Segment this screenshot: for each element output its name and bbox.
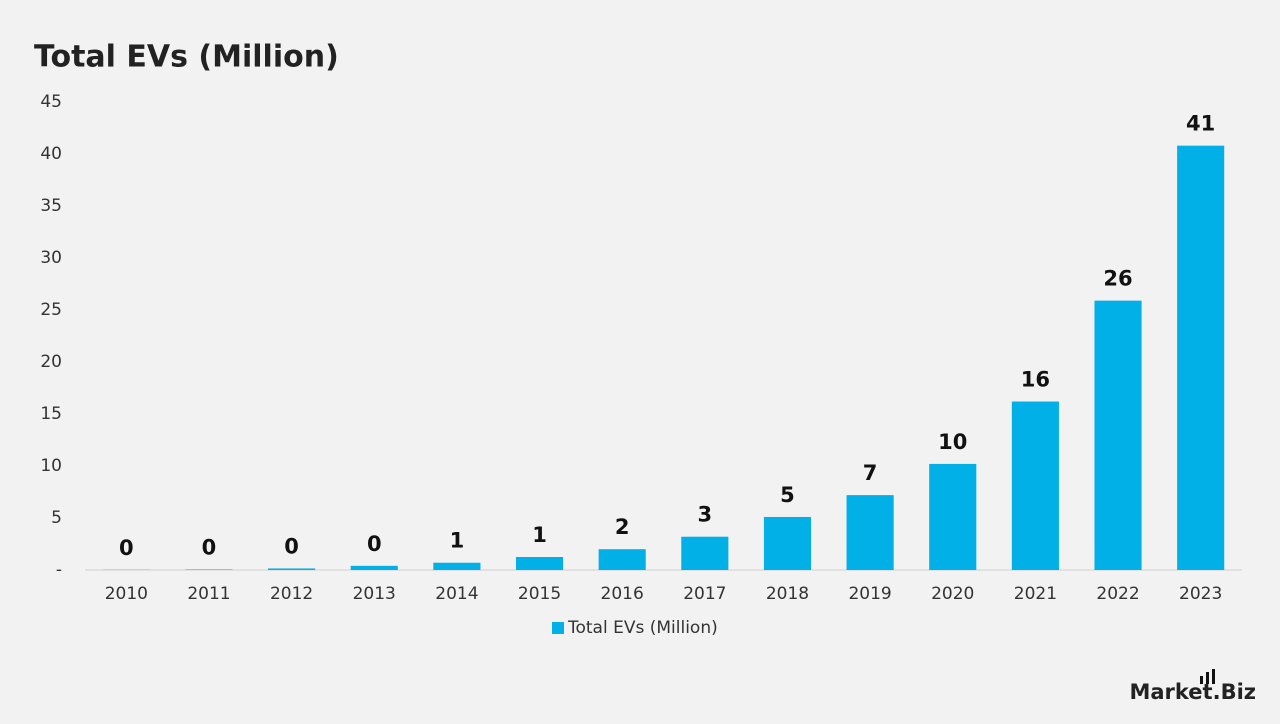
value-label: 0: [202, 535, 217, 559]
x-tick-label: 2018: [766, 584, 809, 604]
logo: Market.Biz: [1129, 669, 1256, 704]
x-tick-label: 2013: [353, 584, 396, 604]
bar: [1012, 402, 1059, 570]
value-label: 1: [532, 523, 547, 547]
value-label: 1: [450, 529, 465, 553]
y-tick-label: 30: [40, 248, 62, 268]
y-tick-label: 5: [51, 508, 62, 528]
x-tick-label: 2014: [435, 584, 478, 604]
chart-title: Total EVs (Million): [34, 40, 339, 75]
bar: [681, 537, 728, 570]
y-tick-label: 40: [40, 144, 62, 164]
value-label: 41: [1186, 112, 1215, 136]
legend-swatch: [552, 622, 564, 634]
x-tick-label: 2020: [931, 584, 974, 604]
x-tick-label: 2019: [848, 584, 891, 604]
y-tick-label: -: [56, 560, 62, 580]
bar: [516, 557, 563, 570]
x-tick-label: 2023: [1179, 584, 1222, 604]
x-tick-label: 2012: [270, 584, 313, 604]
x-tick-label: 2017: [683, 584, 726, 604]
bar: [268, 568, 315, 570]
x-tick-label: 2011: [187, 584, 230, 604]
value-label: 0: [119, 536, 134, 560]
x-tick-label: 2010: [105, 584, 148, 604]
bar: [764, 517, 811, 570]
x-tick-label: 2022: [1096, 584, 1139, 604]
bar: [847, 495, 894, 570]
y-tick-label: 35: [40, 196, 62, 216]
y-tick-label: 20: [40, 352, 62, 372]
bar: [433, 563, 480, 570]
bar: [929, 464, 976, 570]
bar: [351, 566, 398, 570]
bar: [1094, 301, 1141, 570]
bar: [1177, 146, 1224, 570]
x-tick-label: 2021: [1014, 584, 1057, 604]
y-tick-label: 25: [40, 300, 62, 320]
bar: [599, 549, 646, 570]
x-tick-label: 2016: [601, 584, 644, 604]
value-label: 0: [367, 532, 382, 556]
value-label: 7: [863, 461, 878, 485]
y-tick-label: 10: [40, 456, 62, 476]
value-label: 3: [698, 503, 713, 527]
bar: [185, 569, 232, 570]
value-label: 26: [1103, 267, 1132, 291]
value-label: 2: [615, 515, 630, 539]
value-label: 0: [284, 534, 299, 558]
x-tick-label: 2015: [518, 584, 561, 604]
value-label: 10: [938, 430, 967, 454]
value-label: 5: [780, 483, 795, 507]
logo-text: Market.Biz: [1129, 680, 1256, 704]
y-tick-label: 45: [40, 92, 62, 112]
y-tick-label: 15: [40, 404, 62, 424]
value-label: 16: [1021, 368, 1050, 392]
legend-label: Total EVs (Million): [567, 618, 718, 638]
